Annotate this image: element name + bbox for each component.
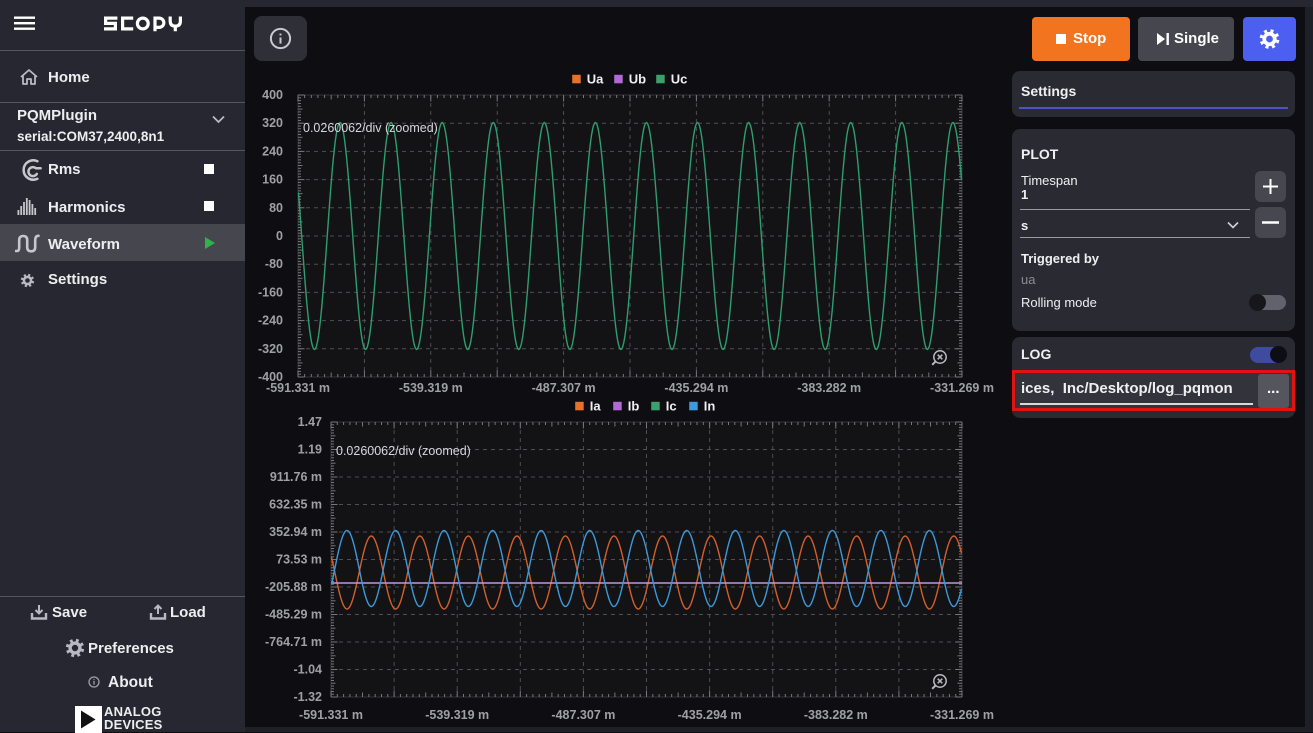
svg-text:-160: -160 (258, 285, 283, 299)
svg-text:1.47: 1.47 (298, 415, 322, 429)
svg-text:-591.331 m: -591.331 m (299, 708, 363, 722)
svg-text:-435.294 m: -435.294 m (678, 708, 742, 722)
svg-text:80: 80 (269, 201, 283, 215)
svg-text:352.94 m: 352.94 m (269, 525, 322, 539)
svg-text:-331.269 m: -331.269 m (930, 708, 994, 722)
svg-text:911.76 m: 911.76 m (270, 470, 322, 484)
svg-text:-331.269 m: -331.269 m (930, 381, 994, 395)
svg-text:Ub: Ub (629, 72, 646, 87)
svg-text:-764.71 m: -764.71 m (265, 635, 322, 649)
svg-text:400: 400 (262, 88, 283, 102)
svg-text:-383.282 m: -383.282 m (804, 708, 868, 722)
svg-text:-1.32: -1.32 (294, 690, 323, 704)
svg-text:-1.04: -1.04 (294, 663, 323, 677)
svg-text:0.0260062/div (zoomed): 0.0260062/div (zoomed) (303, 121, 438, 135)
svg-text:73.53 m: 73.53 m (276, 553, 322, 567)
svg-text:-240: -240 (258, 314, 283, 328)
svg-text:-485.29 m: -485.29 m (265, 608, 322, 622)
svg-text:-591.331 m: -591.331 m (266, 381, 330, 395)
svg-text:632.35 m: 632.35 m (269, 498, 322, 512)
svg-text:-539.319 m: -539.319 m (425, 708, 489, 722)
svg-text:320: 320 (262, 116, 283, 130)
svg-text:Ic: Ic (666, 399, 677, 414)
svg-text:-80: -80 (265, 257, 283, 271)
svg-text:Ia: Ia (590, 399, 602, 414)
svg-text:Ua: Ua (587, 72, 604, 87)
svg-text:Ib: Ib (628, 399, 640, 414)
svg-text:-435.294 m: -435.294 m (664, 381, 728, 395)
svg-text:Uc: Uc (671, 72, 688, 87)
svg-text:0.0260062/div (zoomed): 0.0260062/div (zoomed) (336, 444, 471, 458)
svg-text:-539.319 m: -539.319 m (399, 381, 463, 395)
svg-text:-487.307 m: -487.307 m (551, 708, 615, 722)
svg-text:0: 0 (276, 229, 283, 243)
svg-text:1.19: 1.19 (298, 443, 322, 457)
svg-text:160: 160 (262, 173, 283, 187)
svg-text:-487.307 m: -487.307 m (532, 381, 596, 395)
svg-text:-383.282 m: -383.282 m (797, 381, 861, 395)
svg-text:-400: -400 (258, 370, 283, 384)
svg-text:-320: -320 (258, 342, 283, 356)
svg-text:In: In (704, 399, 716, 414)
svg-text:-205.88 m: -205.88 m (265, 580, 322, 594)
svg-text:240: 240 (262, 144, 283, 158)
